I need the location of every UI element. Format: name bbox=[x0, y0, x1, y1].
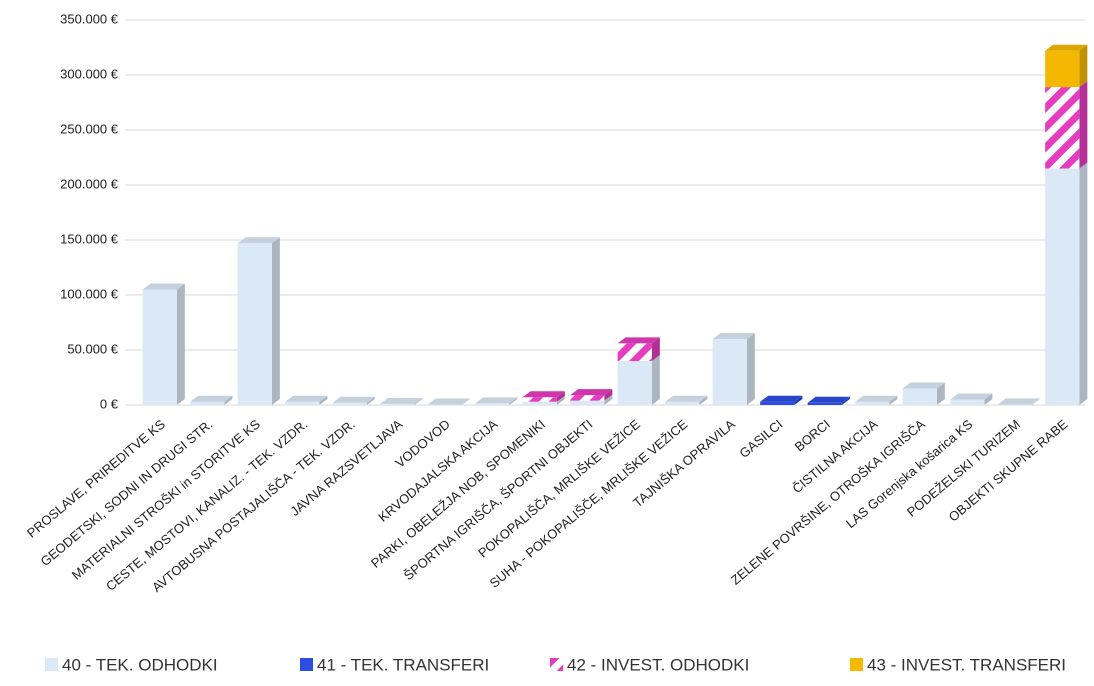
bar bbox=[427, 404, 462, 405]
bar-top bbox=[332, 396, 375, 403]
bar-top bbox=[475, 397, 518, 404]
legend-swatch bbox=[45, 658, 58, 671]
bar bbox=[475, 403, 510, 405]
bar bbox=[617, 361, 652, 405]
bar-side bbox=[746, 333, 755, 405]
bar-top bbox=[712, 333, 755, 339]
bar bbox=[237, 243, 272, 405]
bar bbox=[855, 401, 890, 405]
y-tick-label: 300.000 € bbox=[60, 66, 119, 81]
bar bbox=[190, 401, 225, 405]
x-tick-label: PARKI, OBELEŽJA NOB, SPOMENIKI bbox=[368, 416, 548, 570]
bar-top bbox=[285, 395, 328, 402]
legend-label: 41 - TEK. TRANSFERI bbox=[317, 655, 489, 674]
bar-side bbox=[319, 395, 328, 405]
bar-side bbox=[556, 395, 565, 405]
bar-top bbox=[807, 396, 850, 403]
legend-label: 40 - TEK. ODHODKI bbox=[62, 655, 218, 674]
bar-side bbox=[509, 397, 518, 405]
bar bbox=[570, 395, 605, 401]
bar-top bbox=[1045, 44, 1088, 51]
bar-top bbox=[570, 389, 613, 396]
bar-side bbox=[604, 394, 613, 405]
bar bbox=[997, 404, 1032, 405]
y-tick-label: 200.000 € bbox=[60, 176, 119, 191]
bar-side bbox=[604, 389, 613, 401]
bar-top bbox=[902, 382, 945, 389]
bar-side bbox=[794, 395, 803, 405]
bar-side bbox=[1079, 162, 1088, 405]
bar bbox=[380, 403, 415, 405]
bar-side bbox=[889, 395, 898, 405]
legend-label: 43 - INVEST. TRANSFERI bbox=[867, 655, 1066, 674]
bar bbox=[1045, 168, 1080, 405]
bar-side bbox=[176, 283, 185, 405]
bar-top bbox=[997, 398, 1040, 405]
legend-swatch bbox=[300, 658, 313, 671]
bar-top bbox=[142, 283, 185, 290]
bar-side bbox=[651, 355, 660, 405]
y-tick-label: 350.000 € bbox=[60, 11, 119, 26]
bar-side bbox=[366, 396, 375, 405]
bar bbox=[570, 400, 605, 405]
bar bbox=[1045, 50, 1080, 88]
bar-top bbox=[855, 395, 898, 402]
bar-side bbox=[936, 382, 945, 405]
bar-side bbox=[651, 337, 660, 361]
bar-top bbox=[950, 393, 993, 400]
bar-side bbox=[984, 393, 993, 405]
bar bbox=[950, 399, 985, 405]
y-tick-label: 250.000 € bbox=[60, 121, 119, 136]
legend-swatch bbox=[850, 658, 863, 671]
y-tick-label: 0 € bbox=[100, 396, 119, 411]
legend-swatch bbox=[550, 658, 563, 671]
bar-side bbox=[841, 396, 850, 405]
bar bbox=[665, 401, 700, 405]
x-tick-label: GASILCI bbox=[736, 416, 785, 460]
bar-side bbox=[271, 237, 280, 405]
bar-side bbox=[224, 395, 233, 405]
legend-label: 42 - INVEST. ODHODKI bbox=[567, 655, 749, 674]
bar-side bbox=[461, 398, 470, 405]
bar bbox=[712, 339, 747, 405]
x-tick-label: MATERIALNI STROŠKI in STORITVE KS bbox=[69, 416, 263, 582]
y-tick-label: 150.000 € bbox=[60, 231, 119, 246]
bar bbox=[332, 402, 367, 405]
x-tick-label: ČISTILNA AKCIJA bbox=[789, 416, 880, 496]
bar-side bbox=[414, 397, 423, 405]
bar-top bbox=[760, 395, 803, 402]
bar-top bbox=[522, 391, 565, 398]
x-tick-label: GEODETSKI, SODNI IN DRUGI STR. bbox=[38, 416, 216, 569]
x-tick-label: BORCI bbox=[792, 416, 833, 454]
y-tick-label: 100.000 € bbox=[60, 286, 119, 301]
bar bbox=[902, 388, 937, 405]
bar-side bbox=[556, 391, 565, 402]
bar bbox=[1045, 87, 1080, 169]
bar bbox=[142, 289, 177, 405]
bar bbox=[807, 402, 842, 405]
bar bbox=[617, 343, 652, 361]
bar-top bbox=[237, 237, 280, 244]
bar-top bbox=[380, 397, 423, 404]
bar-top bbox=[617, 337, 660, 344]
bar-top bbox=[665, 395, 708, 402]
bar-top bbox=[427, 398, 470, 405]
bar-side bbox=[1031, 398, 1040, 405]
bar-side bbox=[1079, 81, 1088, 169]
bar bbox=[522, 401, 557, 405]
y-tick-label: 50.000 € bbox=[67, 341, 118, 356]
bar-side bbox=[699, 395, 708, 405]
bar bbox=[760, 401, 795, 405]
bar-top bbox=[190, 395, 233, 402]
bar bbox=[285, 401, 320, 405]
bar-side bbox=[1079, 44, 1088, 88]
bar bbox=[522, 397, 557, 402]
